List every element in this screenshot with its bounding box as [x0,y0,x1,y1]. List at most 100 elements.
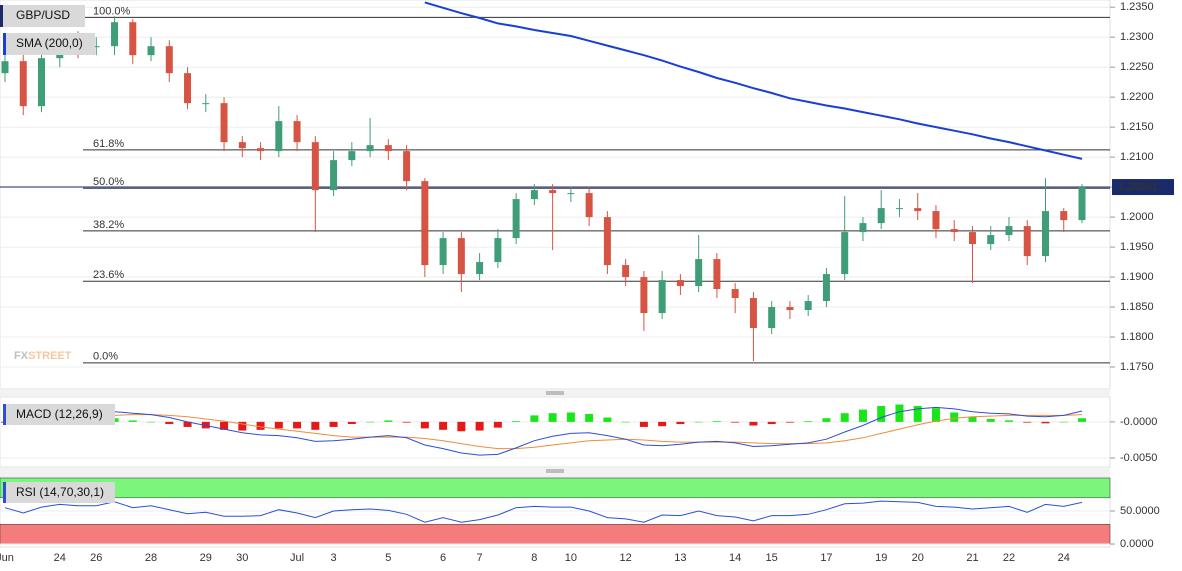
histogram-bar [749,421,758,426]
candle-body [932,211,940,230]
candle-body [512,199,520,239]
y-tick-label: 1.1750 [1120,361,1154,373]
candle-body [914,208,922,212]
candle-body [403,151,411,182]
fib-label: 61.8% [93,138,124,150]
candle-body [567,193,575,195]
x-tick-label: Jun [0,552,14,564]
candle-body [1023,226,1031,257]
histogram-bar [402,421,411,423]
histogram-bar [347,421,356,425]
candle-body [713,259,721,290]
y-tick-label: 1.2350 [1120,1,1154,13]
signal-line [5,414,1083,450]
legend-symbol: GBP/USD [16,8,70,22]
histogram-bar [731,421,740,423]
histogram-bar [293,421,302,429]
legend-marker [3,404,6,425]
candle-body [238,142,246,149]
y-tick-label: -0.0000 [1120,416,1157,428]
histogram-bar [1059,421,1068,423]
candle-body [439,238,447,266]
x-tick-label: 10 [565,552,577,564]
x-tick-label: Jul [290,552,304,564]
candle-body [658,280,666,314]
legend: GBP/USD SMA (200,0) MACD (12,26,9) RSI (… [0,5,115,503]
histogram-bar [621,421,630,423]
candle-body [731,289,739,299]
histogram-bar [712,421,721,422]
legend-rsi: RSI (14,70,30,1) [16,485,104,499]
candle-body [968,232,976,245]
x-tick-label: 7 [477,552,483,564]
candle-body [1078,187,1086,221]
histogram-bar [384,420,393,422]
histogram-bar [457,421,466,432]
fib-label: 0.0% [93,351,118,363]
histogram-bar [913,405,922,422]
histogram-bar [1078,418,1086,422]
separator[interactable] [0,390,1110,396]
main-panel [0,0,1111,390]
fib-label: 38.2% [93,219,124,231]
candle-body [622,265,630,278]
candle-body [695,259,703,287]
y-tick-label: 1.2150 [1120,121,1154,133]
candle-body [877,208,885,224]
histogram-bar [439,421,448,430]
candle-body [895,208,903,210]
histogram-bar [475,421,484,431]
histogram-bar [694,421,703,423]
x-tick-label: 30 [236,552,248,564]
candle-body [293,121,301,143]
histogram-bar [858,409,867,422]
histogram-bar [165,421,174,425]
candle-body [1041,211,1049,257]
histogram-bar [366,421,375,423]
y-tick-label: 50.0000 [1120,505,1160,517]
candle-body [987,235,995,245]
candle-body [348,151,356,161]
legend-box[interactable] [3,33,95,55]
histogram-bar [822,418,831,422]
histogram-bar [585,413,594,422]
histogram-bar [329,421,338,427]
candle-body [184,73,192,104]
legend-box[interactable] [3,482,115,503]
histogram-bar [548,413,557,422]
candle-body [202,103,210,105]
y-tick-label: 1.2250 [1120,61,1154,73]
x-tick-label: 26 [90,552,102,564]
candle-body [220,103,228,143]
x-tick-label: 21 [966,552,978,564]
histogram-bar [420,421,429,429]
last-price-tag [1112,179,1174,196]
y-tick-label: 1.1900 [1120,271,1154,283]
legend-box[interactable] [3,404,115,425]
histogram-bar [530,415,539,422]
legend-marker [3,33,6,55]
last-price-label: 1.20501 [1118,181,1158,193]
candle-body [640,277,648,314]
candle-body [476,262,484,275]
y-tick-label: 1.2200 [1120,91,1154,103]
legend-box[interactable] [0,5,85,27]
candle-body [804,301,812,311]
candle-body [384,145,392,152]
histogram-bar [512,421,521,422]
x-tick-label: 29 [200,552,212,564]
histogram-bar [895,404,904,422]
histogram-bar [840,413,849,422]
overbought-zone [0,477,1111,499]
candle-body [768,307,776,329]
x-tick-label: 3 [331,552,337,564]
legend-marker [0,5,3,27]
candle-body [165,46,173,74]
candle-body [38,58,46,107]
fib-label: 23.6% [93,269,124,281]
histogram-bar [183,421,192,427]
rsi-line [4,500,1083,523]
x-tick-label: 8 [531,552,537,564]
histogram-bar [676,421,685,425]
